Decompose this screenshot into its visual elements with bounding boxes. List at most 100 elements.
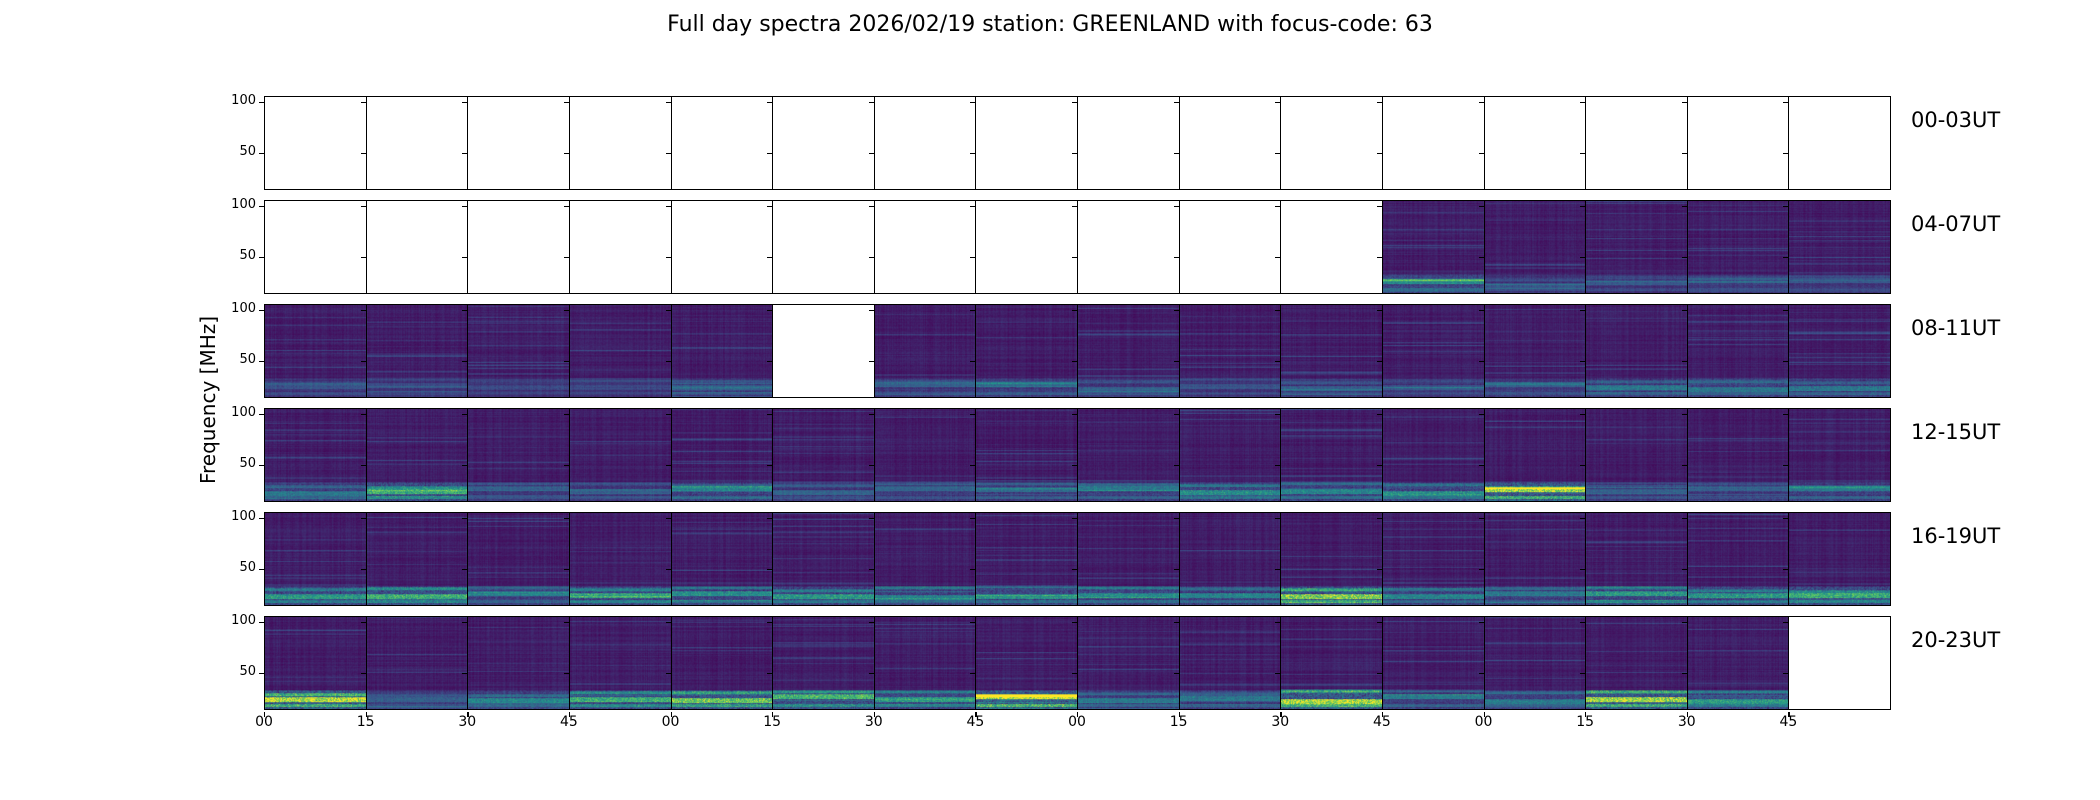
- y-tick: [1072, 568, 1077, 571]
- spectrum-panel: [563, 200, 672, 294]
- y-tick: [868, 310, 874, 312]
- y-tick: [767, 568, 773, 571]
- y-tick: [767, 102, 773, 104]
- spectrogram-heatmap: [1382, 513, 1484, 605]
- spectrogram-heatmap: [265, 409, 366, 501]
- y-tick-label: 100: [231, 405, 256, 421]
- spectrum-panel: [259, 96, 367, 190]
- y-tick: [462, 206, 468, 208]
- y-tick: [360, 464, 366, 467]
- y-tick: [563, 414, 569, 416]
- spectrum-panel: [1376, 408, 1485, 502]
- y-tick: [563, 672, 569, 675]
- x-tick-label: 45: [1372, 714, 1391, 730]
- spectrogram-heatmap: [1179, 409, 1281, 501]
- y-tick: [1173, 102, 1179, 104]
- y-tick: [1173, 360, 1179, 363]
- spectrogram-heatmap: [1586, 201, 1687, 293]
- spectrum-panel: [360, 96, 469, 190]
- y-tick: [665, 464, 671, 467]
- spectrum-panel: [462, 408, 570, 502]
- y-tick: [970, 152, 976, 155]
- y-tick: [1783, 102, 1789, 104]
- y-tick: [1681, 464, 1687, 467]
- x-tick: [467, 712, 469, 717]
- spectrum-panel: [868, 200, 977, 294]
- y-tick: [1072, 464, 1077, 467]
- y-tick: [868, 518, 874, 520]
- spectrogram-heatmap: [1687, 617, 1789, 709]
- spectrogram-heatmap: [1382, 305, 1484, 397]
- spectrum-panel: [1072, 408, 1180, 502]
- y-tick: [1478, 414, 1484, 416]
- y-tick: [1275, 310, 1281, 312]
- spectrum-panel: [868, 408, 977, 502]
- y-tick: [1478, 360, 1484, 363]
- y-tick: [360, 568, 366, 571]
- y-tick: [665, 414, 671, 416]
- spectrum-panel: [1173, 616, 1282, 710]
- y-tick: [462, 568, 468, 571]
- spectrum-panel: [868, 96, 977, 190]
- x-tick: [365, 712, 367, 717]
- y-tick: [360, 622, 366, 624]
- y-tick: [360, 414, 366, 416]
- spectrogram-heatmap: [1789, 201, 1890, 293]
- y-tick: [462, 464, 468, 467]
- spectrum-panel: [665, 512, 774, 606]
- spectrum-panel: [1783, 512, 1891, 606]
- row-label: 04-07UT: [1911, 212, 2001, 236]
- x-tick-label: 30: [458, 714, 477, 730]
- spectrum-panel: [1783, 96, 1891, 190]
- y-tick: [1783, 518, 1789, 520]
- y-tick: [1478, 102, 1484, 104]
- spectrum-panel: [360, 304, 469, 398]
- y-tick: [1580, 464, 1586, 467]
- y-tick: [868, 360, 874, 363]
- spectrum-panel: [1275, 616, 1383, 710]
- spectrogram-heatmap: [1078, 305, 1179, 397]
- y-tick: [1681, 672, 1687, 675]
- spectrum-panel: [360, 408, 469, 502]
- y-tick: [360, 360, 366, 363]
- spectrogram-heatmap: [1687, 305, 1789, 397]
- y-tick: [1072, 414, 1077, 416]
- x-tick-label: 30: [864, 714, 883, 730]
- y-tick: [462, 518, 468, 520]
- y-tick: [462, 152, 468, 155]
- y-tick: [1275, 152, 1281, 155]
- y-tick: [1478, 672, 1484, 675]
- y-tick: [1580, 310, 1586, 312]
- spectrum-panel: [563, 304, 672, 398]
- y-tick: [1580, 102, 1586, 104]
- spectrum-panel: [970, 616, 1078, 710]
- y-tick: [767, 310, 773, 312]
- y-tick: [1173, 206, 1179, 208]
- x-tick-label: 45: [966, 714, 985, 730]
- spectrum-panel: [868, 512, 977, 606]
- row-label: 00-03UT: [1911, 108, 2001, 132]
- x-tick-label: 15: [356, 714, 375, 730]
- spectrum-panel: [665, 200, 774, 294]
- spectrum-panel: [1681, 616, 1790, 710]
- spectrum-panel: [665, 616, 774, 710]
- spectrum-panel: [868, 304, 977, 398]
- x-tick: [1178, 712, 1180, 717]
- y-tick: [360, 152, 366, 155]
- y-tick: [970, 464, 976, 467]
- y-tick: [767, 256, 773, 259]
- y-tick-label: 50: [239, 143, 256, 159]
- spectrum-panel: [259, 304, 367, 398]
- spectrum-panel: [1478, 616, 1587, 710]
- spectrum-panel: [563, 96, 672, 190]
- spectrogram-heatmap: [1281, 305, 1382, 397]
- spectrogram-heatmap: [1382, 409, 1484, 501]
- y-tick: [665, 360, 671, 363]
- spectrogram-heatmap: [569, 409, 671, 501]
- y-tick: [1783, 672, 1789, 675]
- x-tick: [568, 712, 571, 717]
- spectrum-panel: [1580, 304, 1688, 398]
- spectrogram-heatmap: [1586, 513, 1687, 605]
- y-tick: [462, 414, 468, 416]
- spectrogram-heatmap: [1484, 409, 1586, 501]
